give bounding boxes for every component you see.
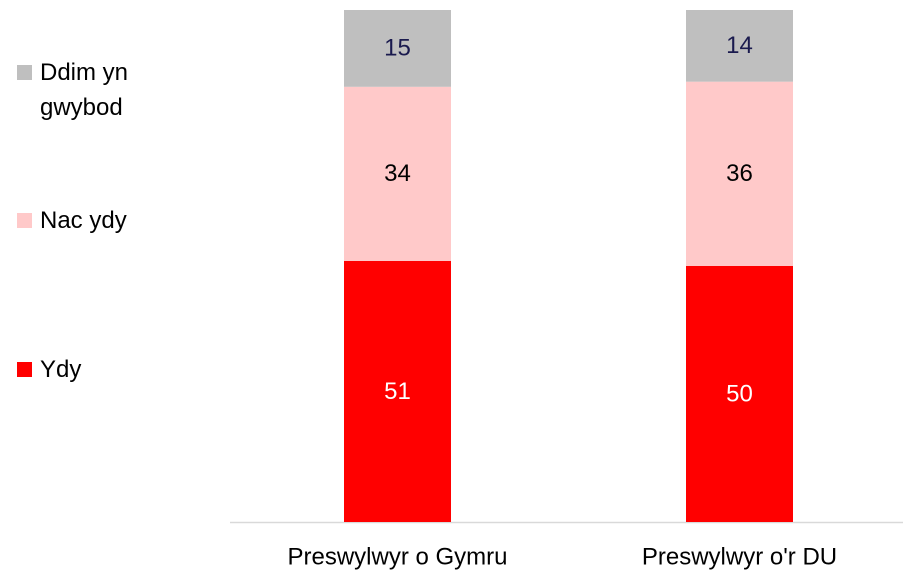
bar-segment [344,260,451,522]
legend-entry: Nac ydy [17,203,170,238]
legend-label: Ddim yn gwybod [40,59,129,121]
data-label: 15 [384,35,411,62]
legend-label: Ydy [40,356,82,383]
legend-swatch [17,65,32,80]
x-tick-label: Preswylwyr o Gymru [287,543,507,570]
bar-segment [344,10,451,87]
data-label: 14 [726,32,753,59]
legend-entry: Ydy [17,352,170,387]
data-label: 50 [726,380,753,407]
data-label: 36 [726,160,753,187]
legend-swatch [17,213,32,228]
bar-segment [686,266,793,522]
bar-segment [686,10,793,82]
x-tick-label: Preswylwyr o'r DU [642,543,837,570]
legend-swatch [17,362,32,377]
legend-label: Nac ydy [40,207,127,234]
bar-segment [686,81,793,267]
bar-segment [344,86,451,261]
data-label: 34 [384,160,411,187]
legend-entry: Ddim yn gwybod [17,55,170,125]
data-label: 51 [384,378,411,405]
